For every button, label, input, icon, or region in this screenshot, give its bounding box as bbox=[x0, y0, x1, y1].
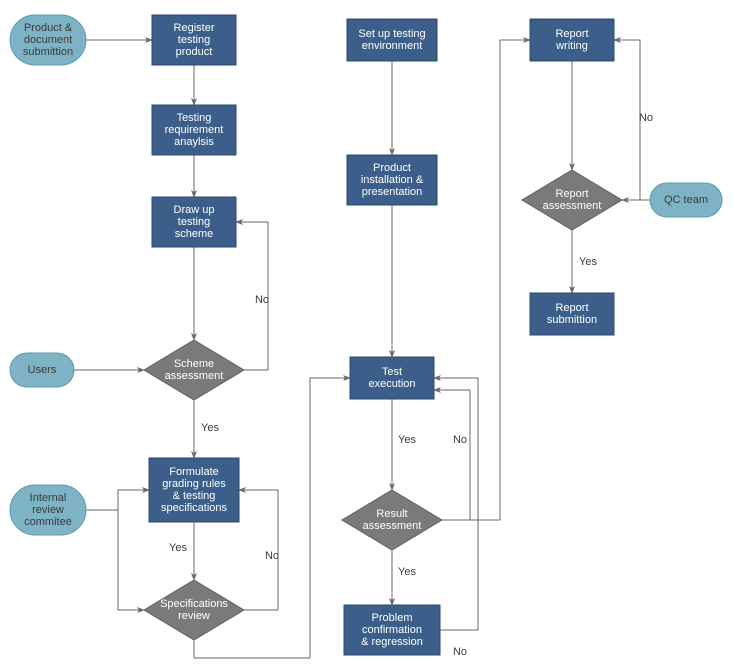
edge-label-result-problem: Yes bbox=[398, 566, 416, 578]
node-scheme-text-1: assessment bbox=[165, 370, 224, 382]
node-testexec-text-0: Test bbox=[382, 366, 402, 378]
edge-problem-testexec bbox=[434, 378, 478, 630]
node-reqanal-text-0: Testing bbox=[177, 112, 212, 124]
edge-label-scheme-formulate: Yes bbox=[201, 422, 219, 434]
edge-committee-formulate bbox=[86, 490, 149, 510]
node-reqanal-text-1: requirement bbox=[165, 124, 224, 136]
node-reportas: Reportassessment bbox=[522, 170, 622, 230]
node-formulate-text-2: & testing bbox=[173, 490, 216, 502]
node-specrev-text-1: review bbox=[178, 610, 210, 622]
node-drawup: Draw uptestingscheme bbox=[152, 197, 236, 247]
node-scheme: Schemeassessment bbox=[144, 340, 244, 400]
node-register: Registertestingproduct bbox=[152, 15, 236, 65]
node-submit-text-2: submittion bbox=[23, 46, 73, 58]
node-reportwr-text-1: writing bbox=[555, 40, 588, 52]
node-register-text-0: Register bbox=[174, 22, 215, 34]
node-testexec-text-1: execution bbox=[368, 378, 415, 390]
node-reportsub-text-0: Report bbox=[555, 302, 588, 314]
edge-committee-specrev bbox=[86, 510, 144, 610]
node-reportsub: Reportsubmittion bbox=[530, 293, 614, 335]
node-formulate: Formulategrading rules& testingspecifica… bbox=[149, 458, 239, 522]
node-submit-text-0: Product & bbox=[24, 22, 73, 34]
node-testexec: Testexecution bbox=[350, 357, 434, 399]
node-reportwr: Reportwriting bbox=[530, 19, 614, 61]
edge-result-testexec bbox=[434, 390, 470, 520]
node-result: Resultassessment bbox=[342, 490, 442, 550]
node-drawup-text-1: testing bbox=[178, 216, 210, 228]
edge-label-reportas-reportwr: No bbox=[639, 112, 653, 124]
node-problem: Problemconfirmation& regression bbox=[344, 605, 440, 655]
node-scheme-text-0: Scheme bbox=[174, 358, 214, 370]
node-drawup-text-0: Draw up bbox=[174, 204, 215, 216]
node-register-text-2: product bbox=[176, 46, 213, 58]
node-reportas-text-1: assessment bbox=[543, 200, 602, 212]
node-setup-text-1: environment bbox=[362, 40, 423, 52]
node-submit-text-1: document bbox=[24, 34, 72, 46]
node-install-text-2: presentation bbox=[362, 186, 423, 198]
node-setup-text-0: Set up testing bbox=[358, 28, 425, 40]
node-formulate-text-0: Formulate bbox=[169, 466, 219, 478]
edge-reportas-reportwr bbox=[614, 40, 640, 200]
node-problem-text-2: & regression bbox=[361, 636, 423, 648]
node-committee-text-0: Internal bbox=[30, 492, 67, 504]
node-submit: Product &documentsubmittion bbox=[10, 15, 86, 65]
node-formulate-text-3: specifications bbox=[161, 502, 228, 514]
flowchart-canvas: No Yes Yes No Yes Yes No No No Yes Product &docume… bbox=[0, 0, 734, 671]
node-committee: Internalreviewcommitee bbox=[10, 485, 86, 535]
node-problem-text-0: Problem bbox=[372, 612, 413, 624]
node-reportas-text-0: Report bbox=[555, 188, 588, 200]
node-formulate-text-1: grading rules bbox=[162, 478, 226, 490]
node-specrev: Specificationsreview bbox=[144, 580, 244, 640]
node-qcteam: QC team bbox=[650, 183, 722, 217]
node-install: Productinstallation &presentation bbox=[347, 155, 437, 205]
node-users-text-0: Users bbox=[28, 364, 57, 376]
node-problem-text-1: confirmation bbox=[362, 624, 422, 636]
node-reqanal: Testingrequirementanaylsis bbox=[152, 105, 236, 155]
node-committee-text-2: commitee bbox=[24, 516, 72, 528]
node-committee-text-1: review bbox=[32, 504, 64, 516]
node-result-text-1: assessment bbox=[363, 520, 422, 532]
edge-label-reportas-reportsub: Yes bbox=[579, 256, 597, 268]
edge-label-testexec-result: Yes bbox=[398, 434, 416, 446]
edge-label-scheme-drawup: No bbox=[255, 294, 269, 306]
node-drawup-text-2: scheme bbox=[175, 228, 214, 240]
edge-result-reportwr bbox=[442, 40, 530, 520]
node-qcteam-text-0: QC team bbox=[664, 194, 708, 206]
edge-label-formulate-specrev: Yes bbox=[169, 542, 187, 554]
node-install-text-1: installation & bbox=[361, 174, 424, 186]
node-reportsub-text-1: submittion bbox=[547, 314, 597, 326]
node-reqanal-text-2: anaylsis bbox=[174, 136, 214, 148]
node-setup: Set up testingenvironment bbox=[347, 19, 437, 61]
node-install-text-0: Product bbox=[373, 162, 411, 174]
node-users: Users bbox=[10, 353, 74, 387]
edge-label-specrev-formulate: No bbox=[265, 550, 279, 562]
node-result-text-0: Result bbox=[376, 508, 407, 520]
edge-label-result-testexec: No bbox=[453, 434, 467, 446]
edge-label-problem-testexec: No bbox=[453, 646, 467, 658]
node-register-text-1: testing bbox=[178, 34, 210, 46]
node-specrev-text-0: Specifications bbox=[160, 598, 228, 610]
node-reportwr-text-0: Report bbox=[555, 28, 588, 40]
